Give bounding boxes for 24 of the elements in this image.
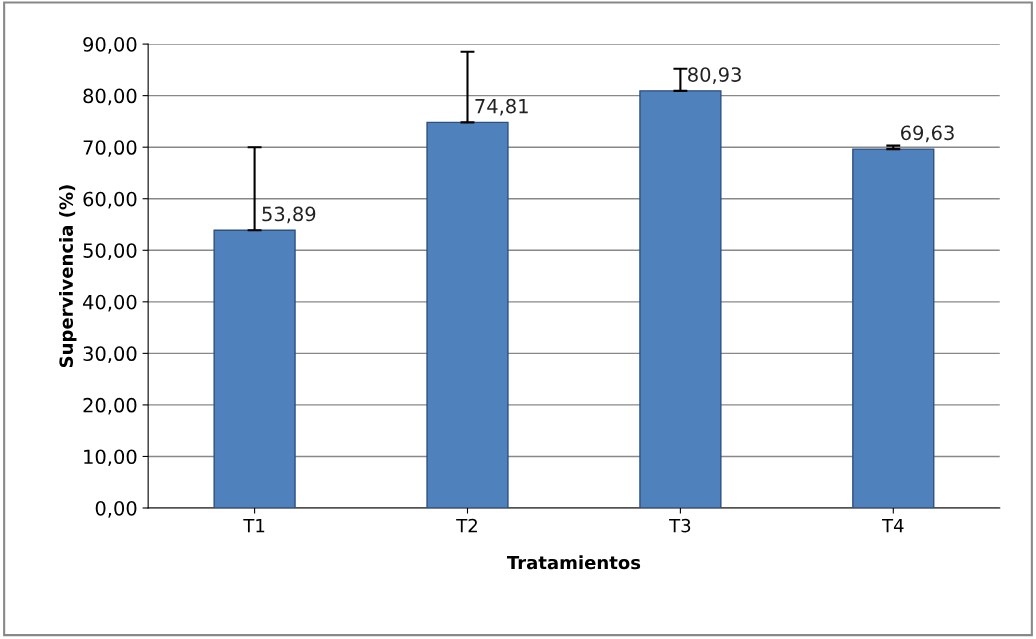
bar bbox=[426, 121, 509, 508]
y-tick-label: 10,00 bbox=[84, 449, 137, 467]
y-tick-label: 60,00 bbox=[83, 191, 137, 209]
y-axis-title: Supervivencia (%) bbox=[59, 185, 77, 368]
x-axis-title: Tratamientos bbox=[506, 555, 641, 570]
y-tick-label: 20,00 bbox=[83, 397, 137, 415]
data-label: 74,81 bbox=[475, 98, 528, 116]
y-tick-label: 40,00 bbox=[83, 294, 137, 312]
data-label: 80,93 bbox=[688, 67, 741, 84]
x-tick-label: T4 bbox=[881, 518, 904, 533]
data-label: 69,63 bbox=[901, 125, 954, 143]
y-tick-label: 50,00 bbox=[83, 243, 137, 260]
y-tick-label: 30,00 bbox=[83, 346, 137, 364]
x-tick-label: T3 bbox=[669, 518, 691, 533]
y-tick-label: 80,00 bbox=[83, 88, 137, 106]
bar bbox=[852, 148, 935, 508]
data-label: 53,89 bbox=[262, 206, 316, 224]
bar bbox=[639, 90, 722, 508]
x-tick-label: T2 bbox=[456, 518, 477, 533]
bar bbox=[213, 229, 296, 508]
y-tick-label: 70,00 bbox=[83, 140, 137, 157]
y-tick-label: 0,00 bbox=[95, 500, 137, 518]
x-tick-label: T1 bbox=[243, 518, 265, 533]
y-tick-label: 90,00 bbox=[83, 37, 137, 54]
